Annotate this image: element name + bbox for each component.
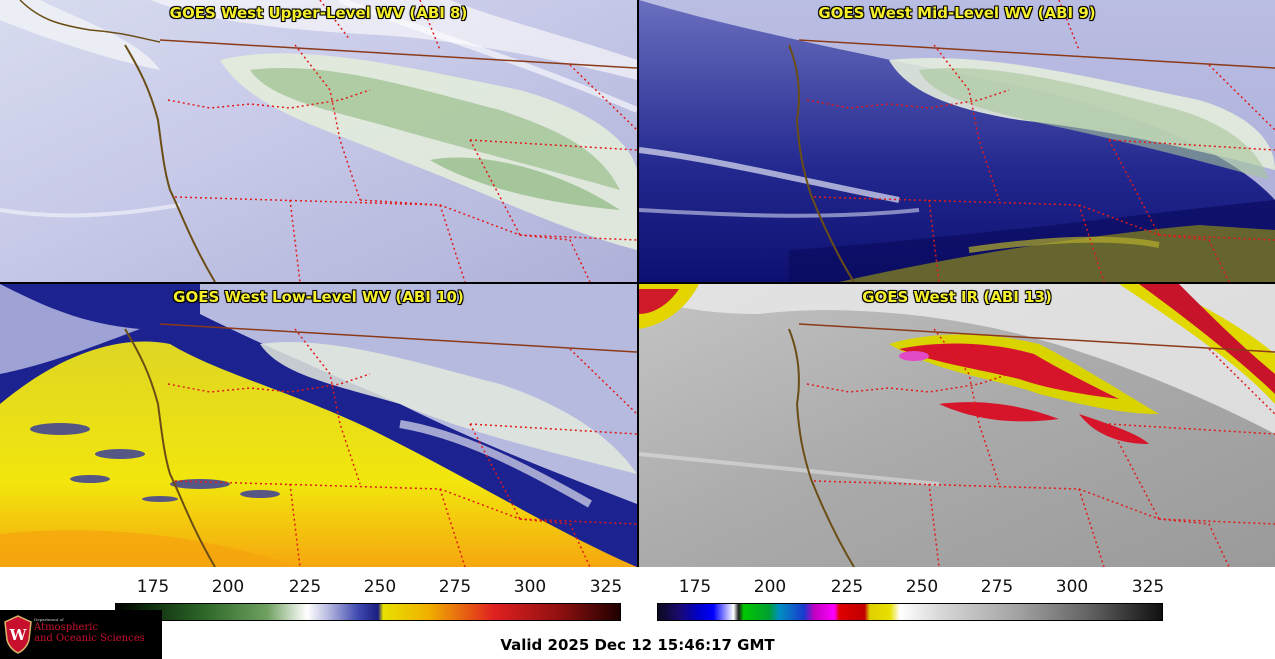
valid-time: Valid 2025 Dec 12 15:46:17 GMT [500, 636, 775, 654]
panel-mid-wv: GOES West Mid-Level WV (ABI 9) [639, 0, 1275, 282]
panel-title-low-wv: GOES West Low-Level WV (ABI 10) [173, 288, 464, 306]
wv-colorbar: 175 200 225 250 275 300 325 [115, 577, 623, 621]
mid-wv-image [639, 0, 1275, 282]
ir-tick-label: 275 [980, 577, 1014, 597]
panel-title-ir: GOES West IR (ABI 13) [862, 288, 1052, 306]
ir-colorbar: 175 200 225 250 275 300 325 [657, 577, 1165, 621]
panel-title-upper-wv: GOES West Upper-Level WV (ABI 8) [169, 4, 468, 22]
ir-image [639, 284, 1275, 567]
panel-low-wv: GOES West Low-Level WV (ABI 10) [0, 284, 637, 567]
ir-tick-label: 300 [1055, 577, 1089, 597]
panel-ir: GOES West IR (ABI 13) [639, 284, 1275, 567]
ir-tick-label: 250 [905, 577, 939, 597]
logo-dept-small: Department of [34, 617, 64, 622]
wv-tick-label: 300 [513, 577, 547, 597]
wv-tick-label: 250 [363, 577, 397, 597]
uw-crest-icon: W [4, 615, 32, 654]
ir-color-strip [657, 603, 1163, 621]
panel-title-mid-wv: GOES West Mid-Level WV (ABI 9) [818, 4, 1096, 22]
wv-tick-label: 275 [438, 577, 472, 597]
panel-divider-horizontal [0, 282, 1275, 284]
ir-tick-label: 175 [678, 577, 712, 597]
ir-tick-label: 325 [1131, 577, 1165, 597]
low-wv-image [0, 284, 637, 567]
wv-color-strip [115, 603, 621, 621]
svg-text:W: W [9, 626, 28, 644]
wv-tick-label: 325 [589, 577, 623, 597]
upper-wv-image [0, 0, 637, 282]
panel-upper-wv: GOES West Upper-Level WV (ABI 8) [0, 0, 637, 282]
wv-tick-label: 175 [136, 577, 170, 597]
aos-logo: W Department of Atmospheric and Oceanic … [0, 610, 162, 659]
logo-line1: Atmospheric [34, 622, 99, 633]
ir-tick-label: 225 [830, 577, 864, 597]
logo-line2: and Oceanic Sciences [34, 633, 145, 644]
logo-text: Department of Atmospheric and Oceanic Sc… [34, 617, 145, 644]
wv-tick-label: 225 [288, 577, 322, 597]
wv-tick-label: 200 [211, 577, 245, 597]
ir-tick-label: 200 [753, 577, 787, 597]
